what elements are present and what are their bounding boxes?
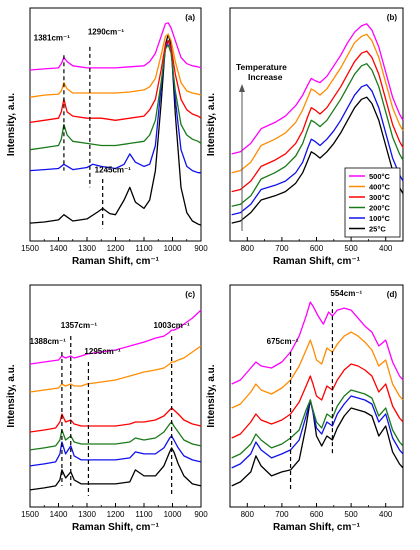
series-line-500c — [231, 23, 404, 155]
series-line-100c — [231, 395, 404, 469]
panel-2: 800 700 600 500 400 Raman Shift, cm⁻¹ Intensit… — [206, 7, 404, 267]
plot-frame — [29, 7, 202, 242]
series-line-400c — [231, 331, 404, 409]
y-axis-label: Intensity, a.u. — [206, 93, 217, 156]
y-axis-label: Intensity, a.u. — [206, 364, 217, 427]
x-tick-label: 1000 — [164, 510, 182, 519]
series-line-500c — [231, 301, 404, 385]
x-tick-label: 900 — [194, 244, 208, 253]
panel-3: 1500 1400 1300 1200 1100 1000 900 Raman Shift, … — [6, 284, 208, 533]
series-line-300c — [29, 39, 202, 124]
x-axis-label: Raman Shift, cm⁻¹ — [72, 256, 160, 267]
series-line-100c — [29, 435, 202, 467]
peak-label: 1245cm⁻¹ — [95, 166, 132, 175]
peak-label: 1290cm⁻¹ — [88, 27, 125, 36]
x-tick-label: 900 — [194, 510, 208, 519]
series-line-100c — [231, 84, 404, 216]
peak-label: 675cm⁻¹ — [267, 337, 299, 346]
x-tick-label: 700 — [275, 510, 289, 519]
legend-entry: 100°C — [369, 214, 391, 223]
x-tick-label: 1200 — [107, 244, 125, 253]
x-tick-label: 800 — [241, 510, 255, 519]
x-tick-label: 400 — [379, 244, 393, 253]
x-tick-label: 1500 — [21, 510, 39, 519]
legend-entry: 400°C — [369, 183, 391, 192]
peak-label: 1357cm⁻¹ — [61, 321, 98, 330]
legend-entry: 300°C — [369, 193, 391, 202]
series-line-25c — [231, 96, 404, 224]
series-line-25c — [231, 399, 404, 487]
x-tick-label: 1200 — [107, 510, 125, 519]
legend-entry: 500°C — [369, 172, 391, 181]
y-axis-label: Intensity, a.u. — [6, 93, 17, 156]
series-line-200c — [231, 389, 404, 459]
x-axis-label: Raman Shift, cm⁻¹ — [72, 522, 160, 533]
panel-tag: (c) — [185, 290, 195, 299]
x-tick-label: 1400 — [50, 510, 68, 519]
x-tick-label: 400 — [379, 510, 393, 519]
series-line-200c — [231, 63, 404, 207]
series-line-300c — [231, 50, 404, 193]
series-line-25c — [29, 33, 202, 226]
series-line-400c — [29, 345, 202, 393]
x-tick-label: 1500 — [21, 244, 39, 253]
legend-box — [344, 167, 401, 238]
temperature-label-line2: Increase — [248, 72, 283, 82]
panel-4: 800 700 600 500 400 Raman Shift, cm⁻¹ Intensit… — [206, 284, 404, 533]
series-line-400c — [231, 33, 404, 174]
x-tick-label: 1100 — [135, 244, 153, 253]
legend-entry: 25°C — [369, 225, 386, 234]
x-tick-label: 800 — [241, 244, 255, 253]
panel-tag: (d) — [387, 290, 398, 299]
series-line-100c — [29, 39, 201, 174]
arrow-head-icon — [239, 84, 245, 92]
peak-label: 1388cm⁻¹ — [30, 337, 67, 346]
x-tick-label: 1300 — [78, 510, 96, 519]
peak-label: 554cm⁻¹ — [330, 289, 362, 298]
series-line-500c — [29, 309, 202, 365]
peak-label: 1381cm⁻¹ — [34, 34, 71, 43]
series-line-25c — [29, 447, 202, 491]
x-tick-label: 1400 — [50, 244, 68, 253]
legend-entry: 200°C — [369, 204, 391, 213]
temperature-label-line1: Temperature — [236, 62, 287, 72]
panel-tag: (b) — [387, 13, 398, 22]
series-line-300c — [231, 363, 404, 439]
y-axis-label: Intensity, a.u. — [6, 364, 17, 427]
x-axis-label: Raman Shift, cm⁻¹ — [273, 522, 361, 533]
peak-label: 1295cm⁻¹ — [84, 347, 121, 356]
x-tick-label: 1300 — [78, 244, 96, 253]
panel-1: 1500 1400 1300 1200 1100 1000 900 Raman Shift, … — [6, 7, 208, 267]
panel-tag: (a) — [185, 13, 195, 22]
x-tick-label: 500 — [344, 510, 358, 519]
x-tick-label: 500 — [344, 244, 358, 253]
x-tick-label: 1100 — [135, 510, 153, 519]
x-tick-label: 600 — [310, 510, 324, 519]
plot-frame — [29, 284, 202, 508]
x-tick-label: 700 — [275, 244, 289, 253]
peak-label: 1003cm⁻¹ — [154, 321, 191, 330]
x-tick-label: 600 — [310, 244, 324, 253]
x-tick-label: 1000 — [164, 244, 182, 253]
x-axis-label: Raman Shift, cm⁻¹ — [273, 256, 361, 267]
